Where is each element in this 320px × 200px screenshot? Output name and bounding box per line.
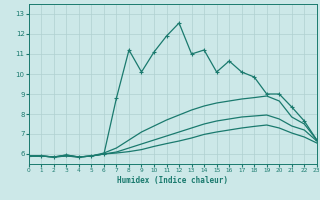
X-axis label: Humidex (Indice chaleur): Humidex (Indice chaleur): [117, 176, 228, 185]
